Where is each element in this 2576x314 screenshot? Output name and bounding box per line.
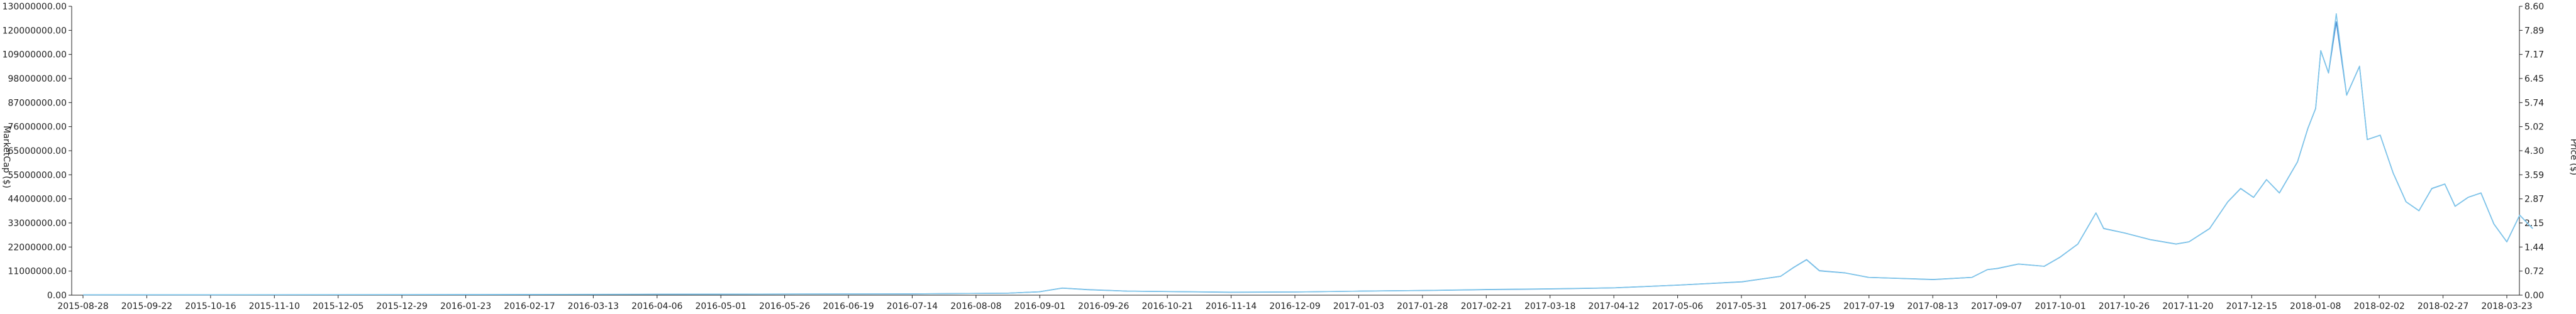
left-tick-label: 76000000.00 [8,122,67,133]
series-layer [82,13,2533,296]
x-tick-label: 2015-11-10 [249,301,300,311]
right-tick-label: 5.02 [2524,122,2544,133]
right-tick-label: 2.87 [2524,195,2544,205]
x-tick-label: 2017-01-28 [1397,301,1448,311]
x-tick-label: 2017-05-31 [1716,301,1767,311]
x-tick-label: 2017-05-06 [1652,301,1703,311]
x-tick-label: 2017-10-26 [2099,301,2150,311]
right-tick-label: 0.72 [2524,267,2544,277]
right-tick-label: 0.00 [2524,291,2544,301]
x-tick-label: 2018-03-23 [2481,301,2532,311]
left-tick-label: 130000000.00 [3,2,67,12]
right-tick-label: 2.15 [2524,219,2544,229]
x-tick-label: 2017-01-03 [1333,301,1384,311]
left-tick-label: 44000000.00 [8,195,67,205]
x-tick-label: 2016-10-21 [1141,301,1192,311]
x-tick-label: 2016-09-26 [1078,301,1129,311]
x-tick-label: 2015-12-29 [376,301,427,311]
right-y-axis: 0.00 0.72 1.44 2.15 2.87 3.59 4.30 5.02 5.74 6.45… [2519,2,2544,301]
x-tick-label: 2017-11-20 [2162,301,2213,311]
x-tick-label: 2015-08-28 [57,301,108,311]
left-tick-label: 33000000.00 [8,219,67,229]
x-tick-label: 2017-07-19 [1843,301,1894,311]
marketcap-series-line [82,21,2533,296]
x-tick-label: 2016-07-14 [887,301,938,311]
left-tick-label: 11000000.00 [8,267,67,277]
x-axis: 2015-08-28 2015-09-22 2015-10-16 2015-11-10… [57,295,2533,311]
left-tick-label: 120000000.00 [3,26,67,36]
x-tick-label: 2015-10-16 [185,301,236,311]
right-axis-title: Price ($) [2568,139,2576,175]
x-tick-label: 2017-03-18 [1524,301,1575,311]
x-tick-label: 2017-12-15 [2226,301,2277,311]
right-tick-label: 4.30 [2524,146,2544,156]
left-tick-label: 65000000.00 [8,146,67,156]
left-tick-label: 0.00 [47,291,67,301]
x-tick-label: 2017-04-12 [1588,301,1639,311]
x-tick-label: 2016-05-01 [696,301,747,311]
price-series-line [82,13,2533,296]
x-tick-label: 2016-06-19 [823,301,874,311]
x-tick-label: 2015-09-22 [121,301,172,311]
x-tick-label: 2018-02-27 [2418,301,2468,311]
left-tick-label: 109000000.00 [3,50,67,60]
x-tick-label: 2016-05-26 [759,301,810,311]
x-tick-label: 2017-02-21 [1461,301,1512,311]
x-tick-label: 2016-12-09 [1269,301,1320,311]
left-tick-label: 98000000.00 [8,74,67,84]
x-tick-label: 2016-01-23 [440,301,491,311]
x-tick-label: 2016-03-13 [568,301,619,311]
left-tick-label: 87000000.00 [8,98,67,108]
right-tick-label: 5.74 [2524,98,2544,108]
x-tick-label: 2016-08-08 [950,301,1001,311]
x-tick-label: 2017-10-01 [2035,301,2085,311]
x-tick-label: 2016-11-14 [1206,301,1257,311]
x-tick-label: 2016-02-17 [504,301,555,311]
left-tick-label: 22000000.00 [8,242,67,252]
left-axis-title: MarketCap ($) [1,126,11,188]
right-tick-label: 3.59 [2524,170,2544,180]
right-tick-label: 1.44 [2524,242,2544,252]
right-tick-label: 8.60 [2524,2,2544,12]
x-tick-label: 2017-08-13 [1907,301,1958,311]
x-tick-label: 2017-06-25 [1780,301,1831,311]
right-tick-label: 7.89 [2524,26,2544,36]
x-tick-label: 2015-12-05 [313,301,364,311]
right-tick-label: 7.17 [2524,50,2544,60]
left-y-axis: 0.00 11000000.00 22000000.00 33000000.00 440… [3,2,72,301]
x-tick-label: 2017-09-07 [1971,301,2022,311]
x-tick-label: 2016-04-06 [631,301,682,311]
x-tick-label: 2018-01-08 [2290,301,2341,311]
left-tick-label: 55000000.00 [8,170,67,180]
x-tick-label: 2018-02-02 [2353,301,2404,311]
plot-frame [71,6,2520,296]
x-tick-label: 2016-09-01 [1014,301,1065,311]
right-tick-label: 6.45 [2524,74,2544,84]
